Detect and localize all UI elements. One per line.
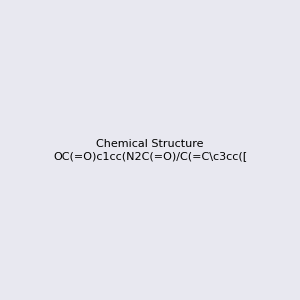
Text: Chemical Structure
OC(=O)c1cc(N2C(=O)/C(=C\c3cc([: Chemical Structure OC(=O)c1cc(N2C(=O)/C(… [53,139,247,161]
